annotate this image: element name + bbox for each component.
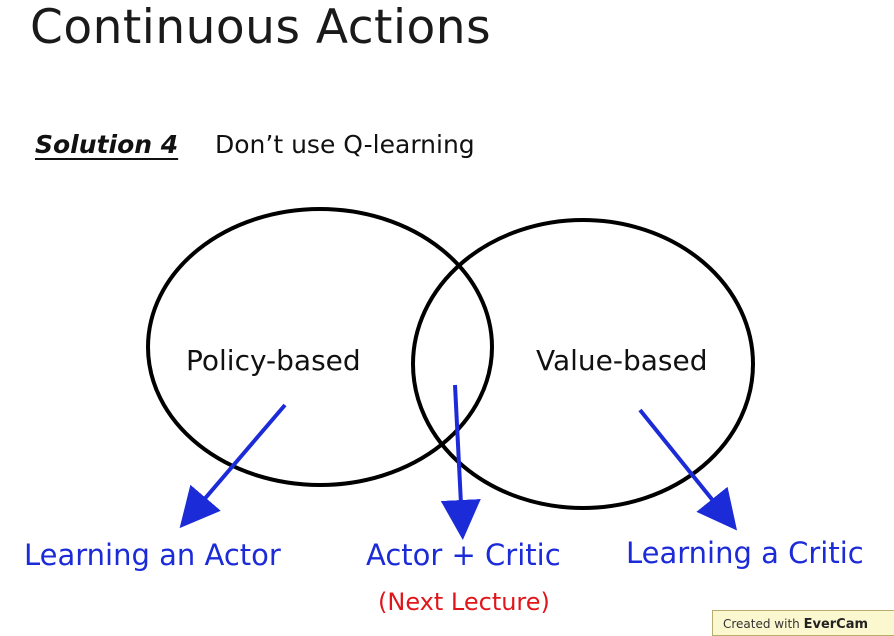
arrow-to-critic [638, 408, 738, 531]
solution-text: Don’t use Q-learning [215, 130, 475, 159]
slide-title: Continuous Actions [30, 0, 492, 55]
value-based-circle [411, 218, 755, 510]
value-based-label: Value-based [536, 344, 708, 377]
arrow-to-actor [179, 403, 287, 529]
actor-critic-label: Actor + Critic [366, 538, 561, 572]
learning-critic-label: Learning a Critic [626, 536, 864, 570]
policy-based-circle [146, 207, 494, 487]
learning-actor-label: Learning an Actor [24, 538, 281, 572]
watermark-brand: EverCam [803, 617, 869, 632]
evercam-watermark: Created with EverCam [712, 610, 894, 636]
policy-based-label: Policy-based [186, 344, 361, 377]
next-lecture-note: (Next Lecture) [378, 588, 550, 616]
watermark-prefix: Created with [723, 617, 800, 631]
solution-label: Solution 4 [35, 130, 179, 159]
arrow-to-actor-critic [440, 384, 481, 540]
